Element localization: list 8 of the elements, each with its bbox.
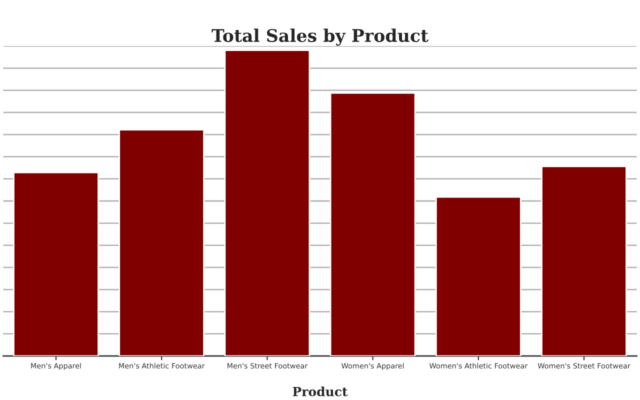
bar xyxy=(435,196,522,356)
bar xyxy=(330,92,416,356)
x-axis-title: Product xyxy=(292,386,348,396)
bar xyxy=(13,172,99,356)
bar xyxy=(118,129,205,356)
bar xyxy=(224,50,310,356)
bar xyxy=(541,166,627,356)
chart-title: Total Sales by Product xyxy=(212,28,428,46)
